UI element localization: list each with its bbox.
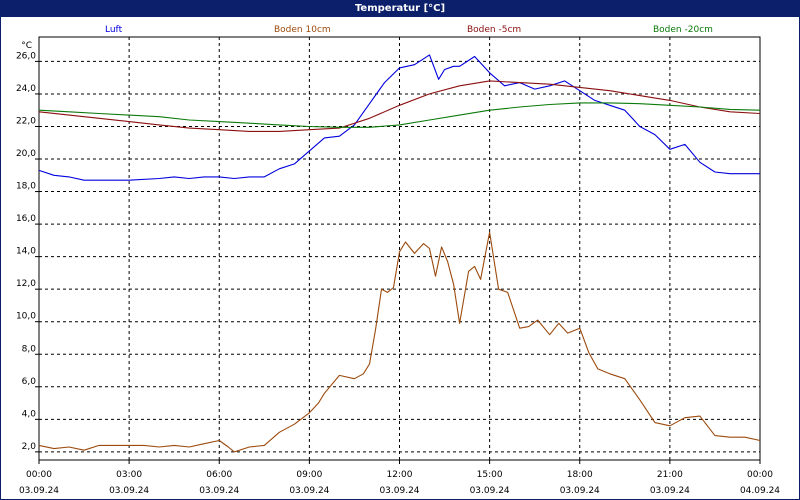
x-tick-time-label: 12:00 xyxy=(387,470,413,480)
legend-luft: Luft xyxy=(105,25,123,35)
series-line-boden-10cm xyxy=(38,231,761,453)
y-tick-label: 10,0 xyxy=(16,312,36,322)
x-tick-date-label: 04.09.24 xyxy=(740,486,780,496)
y-tick-label: 16,0 xyxy=(16,214,36,224)
x-tick-date-label: 03.09.24 xyxy=(470,486,510,496)
y-tick-label: 8,0 xyxy=(22,344,37,354)
y-axis-unit-label: °C xyxy=(21,41,32,51)
y-tick-label: 22,0 xyxy=(16,116,36,126)
x-tick-time-label: 15:00 xyxy=(477,470,503,480)
x-tick-date-label: 03.09.24 xyxy=(19,486,59,496)
legend-boden-minus-20cm: Boden -20cm xyxy=(653,25,713,35)
y-tick-label: 6,0 xyxy=(22,377,37,387)
y-tick-label: 14,0 xyxy=(16,247,36,257)
y-tick-label: 20,0 xyxy=(16,149,36,159)
y-tick-label: 24,0 xyxy=(16,84,36,94)
x-tick-date-label: 03.09.24 xyxy=(650,486,690,496)
x-tick-time-label: 03:00 xyxy=(116,470,142,480)
x-tick-date-label: 03.09.24 xyxy=(560,486,600,496)
x-tick-time-label: 00:00 xyxy=(26,470,52,480)
x-tick-time-label: 09:00 xyxy=(296,470,322,480)
y-tick-label: 18,0 xyxy=(16,182,36,192)
x-tick-date-label: 03.09.24 xyxy=(289,486,329,496)
x-tick-date-label: 03.09.24 xyxy=(109,486,149,496)
chart-title: Temperatur [°C] xyxy=(0,0,800,17)
x-tick-time-label: 06:00 xyxy=(206,470,232,480)
x-tick-date-label: 03.09.24 xyxy=(379,486,419,496)
x-tick-time-label: 18:00 xyxy=(567,470,593,480)
y-tick-label: 12,0 xyxy=(16,279,36,289)
y-tick-label: 2,0 xyxy=(22,442,37,452)
series-line-boden-5cm xyxy=(38,80,761,132)
series-line-luft xyxy=(38,54,760,181)
x-tick-time-label: 00:00 xyxy=(747,470,773,480)
series-line-boden-20cm xyxy=(38,102,761,128)
legend-boden-10cm: Boden 10cm xyxy=(274,25,331,35)
y-tick-label: 4,0 xyxy=(22,409,37,419)
x-tick-date-label: 03.09.24 xyxy=(199,486,239,496)
legend-boden-minus-5cm: Boden -5cm xyxy=(467,25,522,35)
y-tick-label: 26,0 xyxy=(16,51,36,61)
x-tick-time-label: 21:00 xyxy=(657,470,683,480)
